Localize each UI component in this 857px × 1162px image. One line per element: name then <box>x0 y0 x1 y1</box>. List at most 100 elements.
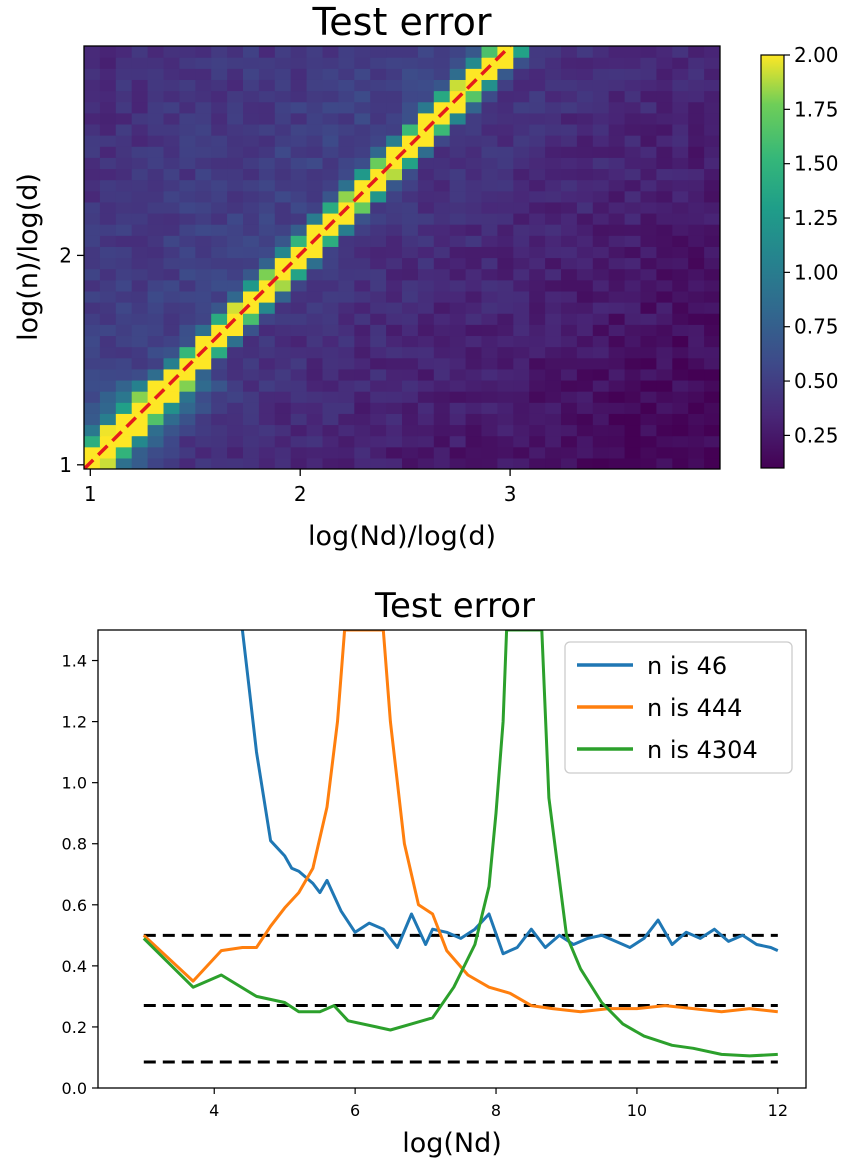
heatmap-cell <box>163 290 180 303</box>
heatmap-cell <box>354 135 371 147</box>
heatmap-cell <box>338 290 355 303</box>
heatmap-cell <box>704 424 720 437</box>
heatmap-cell <box>640 146 657 158</box>
heatmap-cell <box>306 135 324 147</box>
heatmap-cell <box>211 190 228 203</box>
heatmap-cell <box>561 379 578 392</box>
heatmap-cell <box>99 313 117 325</box>
heatmap-cell <box>258 57 276 69</box>
heatmap-cell <box>529 424 546 437</box>
heatmap-cell <box>147 179 165 192</box>
heatmap-cell <box>243 168 260 181</box>
heatmap-cell <box>338 402 355 414</box>
heatmap-cell <box>99 424 117 437</box>
heatmap-cell <box>179 123 196 136</box>
heatmap-cell <box>306 290 324 303</box>
heatmap-cell <box>640 357 657 370</box>
heatmap-cell <box>227 79 244 92</box>
heatmap-cell <box>163 212 180 225</box>
heatmap-cell <box>131 179 149 192</box>
heatmap-cell <box>322 446 339 459</box>
heatmap-cell <box>640 279 657 292</box>
heatmap-cell <box>258 246 276 259</box>
line-x-tick-label: 12 <box>768 1101 788 1120</box>
heatmap-cell <box>274 246 292 259</box>
heatmap-cell <box>417 79 435 92</box>
heatmap-cell <box>195 246 212 259</box>
heatmap-cell <box>688 446 705 459</box>
heatmap-cell <box>131 457 149 469</box>
heatmap-cell <box>608 46 626 58</box>
heatmap-cell <box>84 335 101 348</box>
heatmap-cell <box>608 235 626 247</box>
heatmap-cell <box>243 123 260 136</box>
heatmap-cell <box>481 224 498 236</box>
heatmap-cell <box>656 146 673 158</box>
heatmap-cell <box>656 424 673 437</box>
heatmap-cell <box>592 313 610 325</box>
heatmap-cell <box>131 224 149 236</box>
heatmap-cell <box>576 112 594 125</box>
heatmap-cell <box>115 46 133 58</box>
heatmap-cell <box>656 68 673 80</box>
heatmap-cell <box>338 257 355 270</box>
heatmap-cell <box>465 201 483 214</box>
heatmap-cell <box>115 313 133 325</box>
heatmap-cell <box>290 346 308 359</box>
heatmap-cell <box>592 224 610 236</box>
heatmap-cell <box>497 346 514 359</box>
heatmap-cell <box>258 368 276 381</box>
heatmap-cell <box>481 268 498 281</box>
heatmap-cell <box>354 435 371 448</box>
heatmap-cell <box>704 123 720 136</box>
heatmap-cell <box>195 302 212 314</box>
heatmap-cell <box>561 90 578 103</box>
heatmap-cell <box>449 123 467 136</box>
heatmap-cell <box>576 224 594 236</box>
heatmap-cell <box>576 379 594 392</box>
heatmap-cell <box>354 224 371 236</box>
heatmap-cell <box>561 279 578 292</box>
heatmap-cell <box>195 90 212 103</box>
heatmap-cell <box>688 157 705 170</box>
heatmap-cell <box>211 90 228 103</box>
heatmap-cell <box>672 212 689 225</box>
heatmap-cell <box>131 190 149 203</box>
heatmap-cell <box>449 346 467 359</box>
heatmap-cell <box>561 46 578 58</box>
heatmap-cell <box>211 112 228 125</box>
heatmap-cell <box>147 435 165 448</box>
heatmap-cell <box>386 290 403 303</box>
heatmap-cell <box>258 257 276 270</box>
heatmap-cell <box>402 57 419 69</box>
heatmap-cell <box>131 346 149 359</box>
heatmap-cell <box>481 357 498 370</box>
heatmap-cell <box>576 68 594 80</box>
heatmap-cell <box>84 279 101 292</box>
heatmap-cell <box>370 257 387 270</box>
heatmap-cell <box>274 368 292 381</box>
heatmap-cell <box>195 379 212 392</box>
heatmap-cell <box>433 268 451 281</box>
heatmap-cell <box>624 379 642 392</box>
heatmap-cell <box>497 68 514 80</box>
heatmap-cell <box>354 190 371 203</box>
heatmap-cell <box>84 212 101 225</box>
heatmap-cell <box>608 290 626 303</box>
heatmap-cell <box>417 90 435 103</box>
heatmap-cell <box>99 413 117 426</box>
heatmap-cell <box>258 424 276 437</box>
heatmap-cell <box>704 457 720 469</box>
heatmap-cell <box>513 379 530 392</box>
heatmap-cell <box>561 257 578 270</box>
heatmap-cell <box>354 101 371 114</box>
heatmap-cell <box>370 224 387 236</box>
heatmap-cell <box>576 101 594 114</box>
heatmap-cell <box>195 123 212 136</box>
heatmap-cell <box>608 68 626 80</box>
heatmap-cell <box>354 90 371 103</box>
heatmap-cell <box>402 246 419 259</box>
heatmap-cell <box>338 68 355 80</box>
heatmap-cell <box>402 79 419 92</box>
